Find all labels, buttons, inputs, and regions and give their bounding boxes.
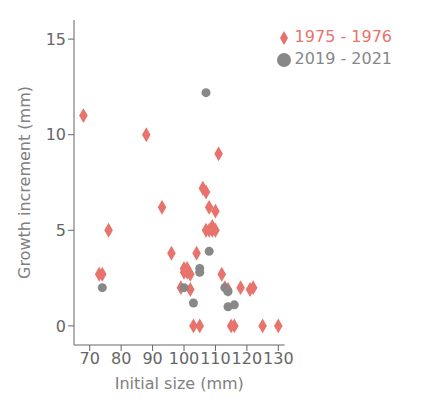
- svg-text:0: 0: [56, 317, 66, 336]
- svg-text:5: 5: [56, 221, 66, 240]
- svg-text:15: 15: [46, 30, 66, 49]
- svg-text:70: 70: [80, 349, 100, 368]
- html-text:1975 - 1976: 1975 - 1976: [294, 27, 392, 46]
- svg-text:Initial size (mm): Initial size (mm): [115, 374, 244, 393]
- svg-text:110: 110: [200, 349, 231, 368]
- svg-text:130: 130: [263, 349, 294, 368]
- svg-text:80: 80: [111, 349, 131, 368]
- svg-text:Growth increment (mm): Growth increment (mm): [15, 86, 34, 279]
- svg-text:10: 10: [46, 125, 66, 144]
- svg-text:90: 90: [142, 349, 162, 368]
- svg-text:120: 120: [232, 349, 263, 368]
- svg-text:100: 100: [169, 349, 200, 368]
- html-text:2019 - 2021: 2019 - 2021: [294, 49, 392, 68]
